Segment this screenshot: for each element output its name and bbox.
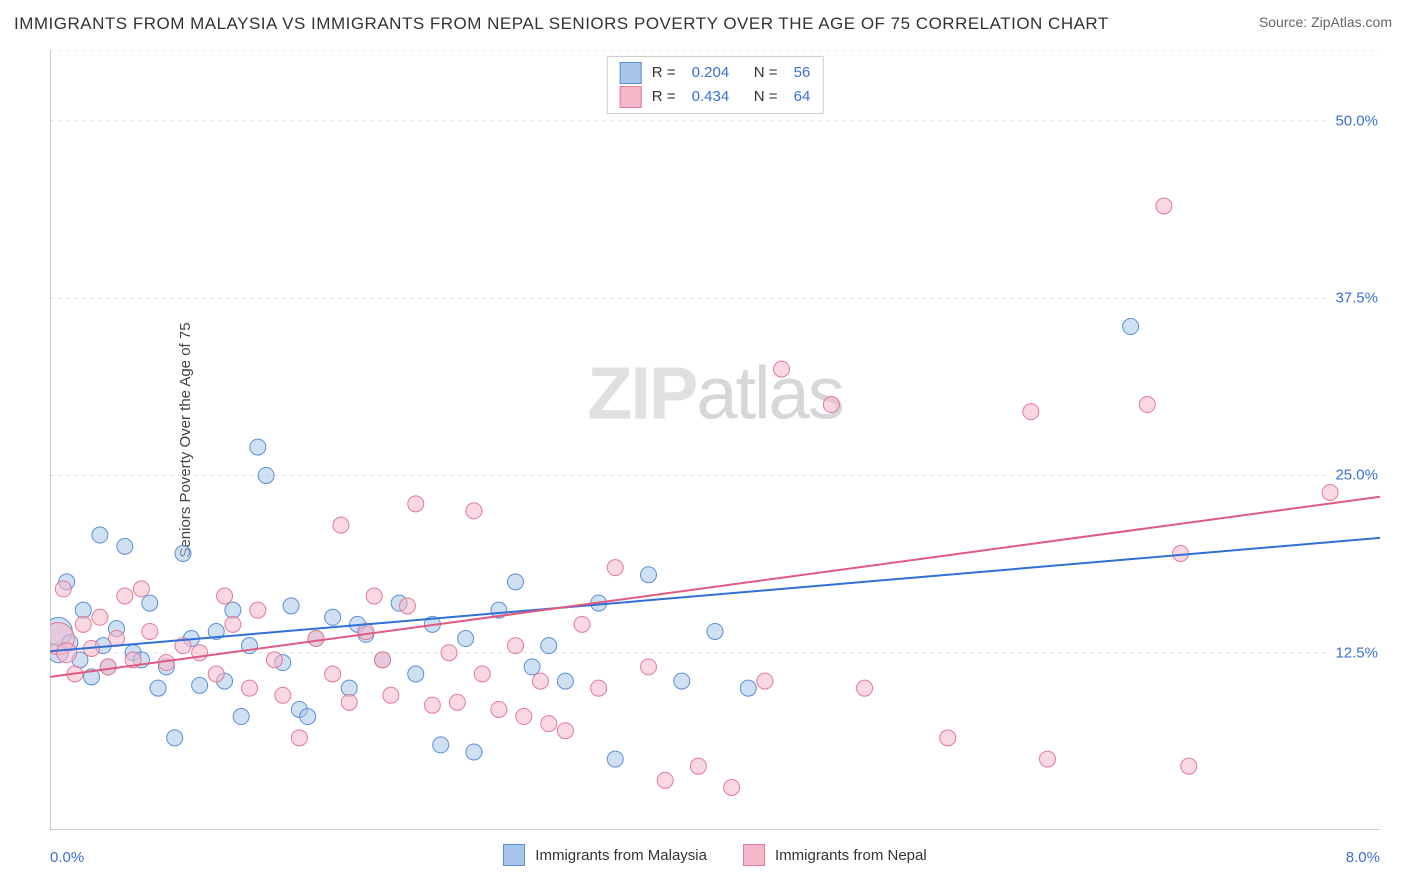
legend-item-nepal: Immigrants from Nepal [743, 844, 927, 866]
y-tick-label: 50.0% [1331, 112, 1382, 129]
swatch-nepal [743, 844, 765, 866]
swatch-malaysia [620, 62, 642, 84]
swatch-nepal [620, 86, 642, 108]
chart-title: IMMIGRANTS FROM MALAYSIA VS IMMIGRANTS F… [14, 14, 1109, 34]
y-tick-label: 12.5% [1331, 644, 1382, 661]
legend-item-malaysia: Immigrants from Malaysia [503, 844, 707, 866]
legend-label: Immigrants from Nepal [775, 847, 927, 864]
y-tick-label: 25.0% [1331, 467, 1382, 484]
stats-legend: R = 0.204 N = 56 R = 0.434 N = 64 [607, 56, 824, 114]
swatch-malaysia [503, 844, 525, 866]
series-legend: Immigrants from Malaysia Immigrants from… [50, 844, 1380, 866]
stats-row-malaysia: R = 0.204 N = 56 [620, 61, 811, 85]
legend-label: Immigrants from Malaysia [535, 847, 707, 864]
chart-area: Seniors Poverty Over the Age of 75 ZIPat… [50, 50, 1380, 830]
scatter-plot [50, 50, 1380, 830]
source-attribution: Source: ZipAtlas.com [1259, 14, 1392, 30]
stats-row-nepal: R = 0.434 N = 64 [620, 85, 811, 109]
y-tick-label: 37.5% [1331, 290, 1382, 307]
